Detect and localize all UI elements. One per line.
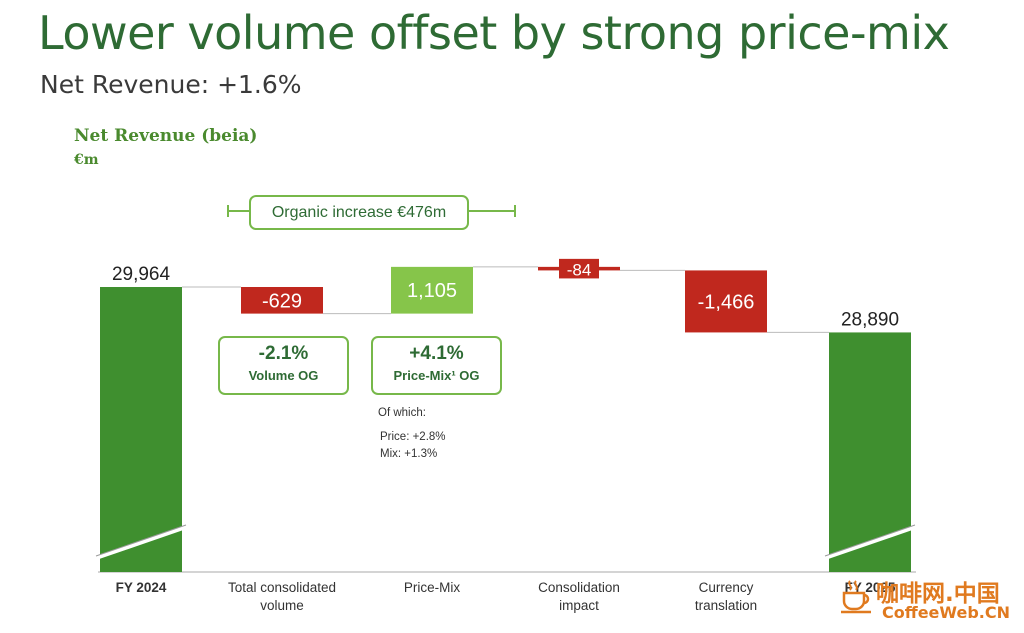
organic-increase-box: Organic increase €476m <box>249 195 469 230</box>
value-label-5: 28,890 <box>841 309 899 330</box>
category-label-line: Consolidation <box>538 580 620 595</box>
category-label-line: Price-Mix <box>403 580 461 595</box>
price-mix-og-box: +4.1% Price-Mix¹ OG <box>371 336 502 395</box>
value-label-bg-3 <box>559 258 599 279</box>
axis-break-line-5 <box>824 524 916 557</box>
category-label-5: FY 2025 <box>795 579 945 597</box>
category-label-3: Consolidation impact <box>504 579 654 615</box>
volume-og-pct: -2.1% <box>258 343 309 364</box>
price-mix-og-pct: +4.1% <box>409 343 464 364</box>
category-label-line: impact <box>559 598 599 613</box>
category-label-4: Currency translation <box>651 579 801 615</box>
breakdown-mix: Mix: +1.3% <box>380 448 438 460</box>
axis-break-0 <box>95 525 187 560</box>
category-label-0: FY 2024 <box>66 579 216 597</box>
category-label-1: Total consolidated volume <box>207 579 357 615</box>
category-label-line: FY 2024 <box>115 580 167 595</box>
bar-4 <box>685 270 767 333</box>
bar-5 <box>829 332 911 572</box>
volume-og-box: -2.1% Volume OG <box>218 336 349 395</box>
watermark-en: CoffeeWeb.CN <box>882 603 1010 622</box>
value-label-1: -629 <box>262 290 302 312</box>
value-label-2: 1,105 <box>407 280 457 302</box>
axis-break-line-0 <box>95 524 187 557</box>
value-label-0: 29,964 <box>112 264 171 285</box>
breakdown-heading: Of which: <box>378 407 426 419</box>
page-title: Lower volume offset by strong price-mix <box>38 6 950 60</box>
value-label-4: -1,466 <box>698 291 755 313</box>
category-label-2: Price-Mix <box>357 579 507 597</box>
page-subtitle: Net Revenue: +1.6% <box>40 70 302 99</box>
category-label-line: FY 2025 <box>844 580 896 595</box>
chart-title: Net Revenue (beia) <box>74 126 258 146</box>
category-label-line: Total consolidated <box>227 580 337 595</box>
breakdown-price: Price: +2.8% <box>380 431 446 443</box>
category-label-line: volume <box>260 598 304 613</box>
category-label-line: translation <box>694 598 758 613</box>
watermark-cn: 咖啡网.中国 <box>876 581 1000 607</box>
bar-1 <box>241 287 323 314</box>
chart-unit: €m <box>74 152 99 168</box>
coffee-cup-icon <box>841 580 871 614</box>
volume-og-label: Volume OG <box>248 368 319 383</box>
price-mix-og-label: Price-Mix¹ OG <box>393 368 480 383</box>
value-label-3: -84 <box>567 261 592 280</box>
bar-0 <box>100 287 182 572</box>
category-label-line: Currency <box>698 580 754 595</box>
bar-2 <box>391 266 473 314</box>
axis-break-5 <box>824 525 916 560</box>
